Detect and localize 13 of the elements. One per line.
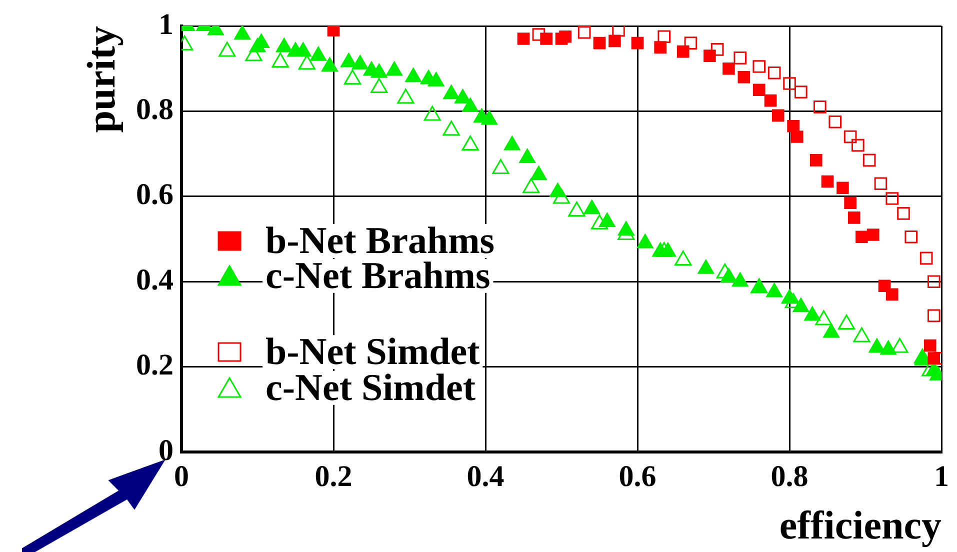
x-tick-label: 0.8 xyxy=(770,460,808,493)
x-tick-label: 0.4 xyxy=(466,460,504,493)
x-axis-title: efficiency xyxy=(779,502,942,548)
y-tick-label: 0.2 xyxy=(136,348,174,382)
y-tick-label: 0.4 xyxy=(136,263,174,296)
x-tick-label: 1 xyxy=(934,460,949,493)
y-tick-label: 0 xyxy=(158,434,174,467)
x-tick-label: 0.6 xyxy=(618,460,656,493)
y-tick-label: 0.6 xyxy=(136,178,174,212)
y-tick-label: 1 xyxy=(158,8,174,41)
y-tick-label: 0.8 xyxy=(136,92,174,126)
y-axis-title: purity xyxy=(78,26,124,133)
x-tick-label: 0.2 xyxy=(314,460,352,493)
